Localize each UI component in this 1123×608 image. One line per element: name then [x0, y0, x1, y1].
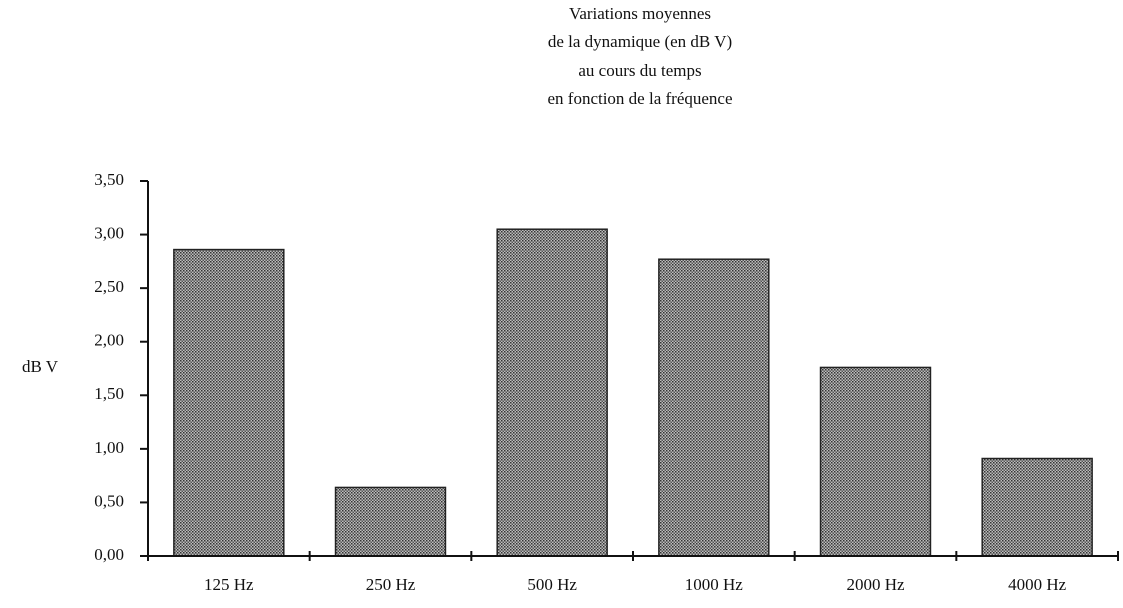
y-axis-label: dB V	[22, 357, 59, 376]
bar	[173, 248, 285, 557]
x-tick-label: 1000 Hz	[685, 575, 744, 594]
bar	[981, 457, 1093, 557]
bar	[496, 228, 608, 557]
x-tick-label: 4000 Hz	[1008, 575, 1067, 594]
y-tick-label: 0,00	[94, 545, 124, 564]
chart-title: en fonction de la fréquence	[547, 89, 732, 108]
y-tick-label: 1,50	[94, 384, 124, 403]
y-tick-label: 1,00	[94, 438, 124, 457]
y-tick-label: 2,50	[94, 277, 124, 296]
x-tick-label: 2000 Hz	[846, 575, 905, 594]
y-tick-label: 3,50	[94, 170, 124, 189]
x-tick-label: 250 Hz	[366, 575, 416, 594]
bar	[819, 366, 932, 557]
chart-title: de la dynamique (en dB V)	[548, 32, 732, 51]
y-tick-label: 0,50	[94, 491, 124, 510]
bar	[334, 486, 447, 557]
x-tick-label: 500 Hz	[527, 575, 577, 594]
x-tick-label: 125 Hz	[204, 575, 254, 594]
bar	[658, 258, 770, 557]
y-tick-label: 2,00	[94, 331, 124, 350]
chart-title: au cours du temps	[578, 61, 701, 80]
y-tick-label: 3,00	[94, 223, 124, 242]
chart-title: Variations moyennes	[569, 4, 711, 23]
